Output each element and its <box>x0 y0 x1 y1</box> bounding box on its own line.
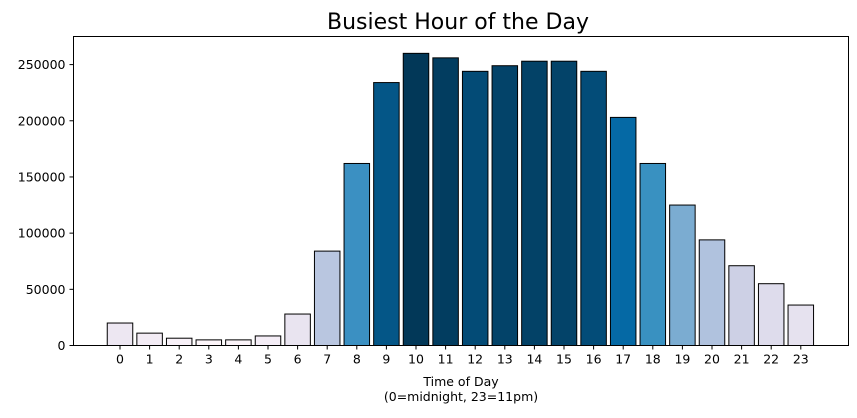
y-tick-label: 150000 <box>18 169 66 184</box>
bar-hour-4 <box>225 339 252 347</box>
x-tick-label: 12 <box>467 352 483 367</box>
x-tick-label: 14 <box>526 352 542 367</box>
bar-hour-0 <box>106 322 134 346</box>
bar-hour-20 <box>698 239 726 347</box>
y-tick-label: 100000 <box>18 226 66 241</box>
bar-hour-12 <box>461 70 489 347</box>
bar-hour-21 <box>728 265 755 346</box>
x-tick-label: 13 <box>497 352 513 367</box>
x-tick-label: 11 <box>438 352 454 367</box>
bar-hour-22 <box>757 283 785 347</box>
bar-hour-1 <box>136 332 163 347</box>
bar-hour-15 <box>550 60 578 346</box>
bar-hour-17 <box>609 116 637 347</box>
x-tick-label: 8 <box>353 352 361 367</box>
bar-hour-7 <box>313 250 341 346</box>
x-tick-label: 0 <box>116 352 124 367</box>
x-tick-label: 10 <box>408 352 424 367</box>
x-tick-label: 9 <box>382 352 390 367</box>
chart-title: Busiest Hour of the Day <box>327 10 589 35</box>
x-axis-subtitle: (0=midnight, 23=11pm) <box>384 389 538 404</box>
bar-hour-3 <box>195 339 223 347</box>
x-tick-label: 21 <box>734 352 750 367</box>
bar-hour-9 <box>373 82 400 346</box>
y-tick-label: 0 <box>58 338 66 353</box>
bar-hour-2 <box>165 337 193 347</box>
x-tick-label: 4 <box>234 352 242 367</box>
bar-hour-10 <box>402 52 430 346</box>
plot-frame <box>73 36 849 346</box>
bar-hour-6 <box>284 313 311 347</box>
bar-hour-5 <box>254 335 282 347</box>
bar-hour-11 <box>432 57 459 346</box>
x-tick-label: 16 <box>586 352 602 367</box>
bar-hour-13 <box>491 65 519 347</box>
x-tick-label: 20 <box>704 352 720 367</box>
x-tick-label: 17 <box>615 352 631 367</box>
y-tick-label: 50000 <box>26 282 66 297</box>
x-tick-label: 18 <box>645 352 661 367</box>
y-tick-label: 200000 <box>18 113 66 128</box>
bar-hour-23 <box>787 304 815 346</box>
x-tick-label: 7 <box>323 352 331 367</box>
x-tick-label: 2 <box>175 352 183 367</box>
bar-hour-8 <box>343 162 371 346</box>
x-tick-label: 5 <box>264 352 272 367</box>
x-tick-label: 1 <box>146 352 154 367</box>
bar-hour-16 <box>580 70 607 347</box>
bar-hour-19 <box>669 204 696 346</box>
x-axis: 0 1 2 3 4 5 6 7 8 9 10 11 12 13 14 15 16 17 18 19 20 21 22 23 <box>116 345 809 367</box>
x-tick-label: 19 <box>674 352 690 367</box>
bar-hour-18 <box>639 162 667 346</box>
x-tick-label: 22 <box>763 352 779 367</box>
bar-hour-14 <box>521 60 548 346</box>
y-axis: 0 50000 100000 150000 200000 250000 <box>18 57 74 353</box>
x-tick-label: 23 <box>793 352 809 367</box>
x-tick-label: 3 <box>205 352 213 367</box>
y-tick-label: 250000 <box>18 57 66 72</box>
x-axis-title: Time of Day <box>422 374 499 389</box>
x-tick-label: 6 <box>294 352 302 367</box>
bars-group <box>106 52 815 347</box>
x-tick-label: 15 <box>556 352 572 367</box>
